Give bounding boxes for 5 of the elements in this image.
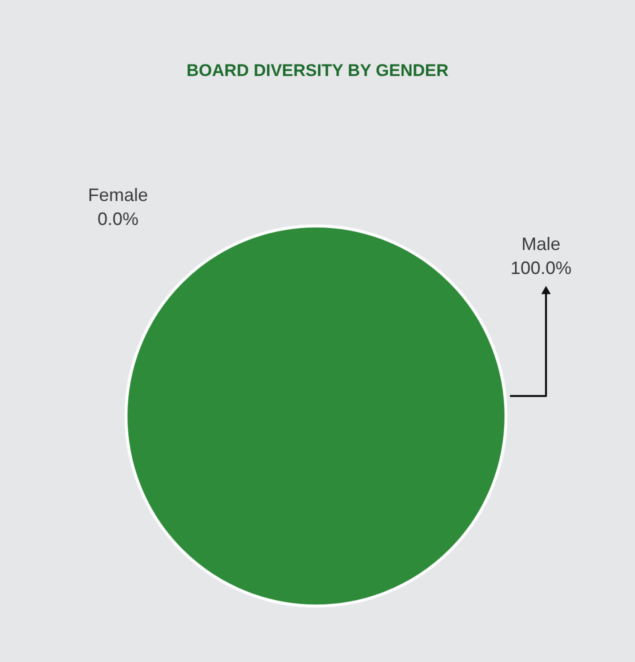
chart-title: BOARD DIVERSITY BY GENDER [186, 61, 448, 80]
slice-label: Male [521, 234, 561, 254]
category-label: Female [88, 185, 148, 205]
text: 0.0% [97, 209, 139, 229]
data-label: 100.0% [510, 258, 572, 278]
